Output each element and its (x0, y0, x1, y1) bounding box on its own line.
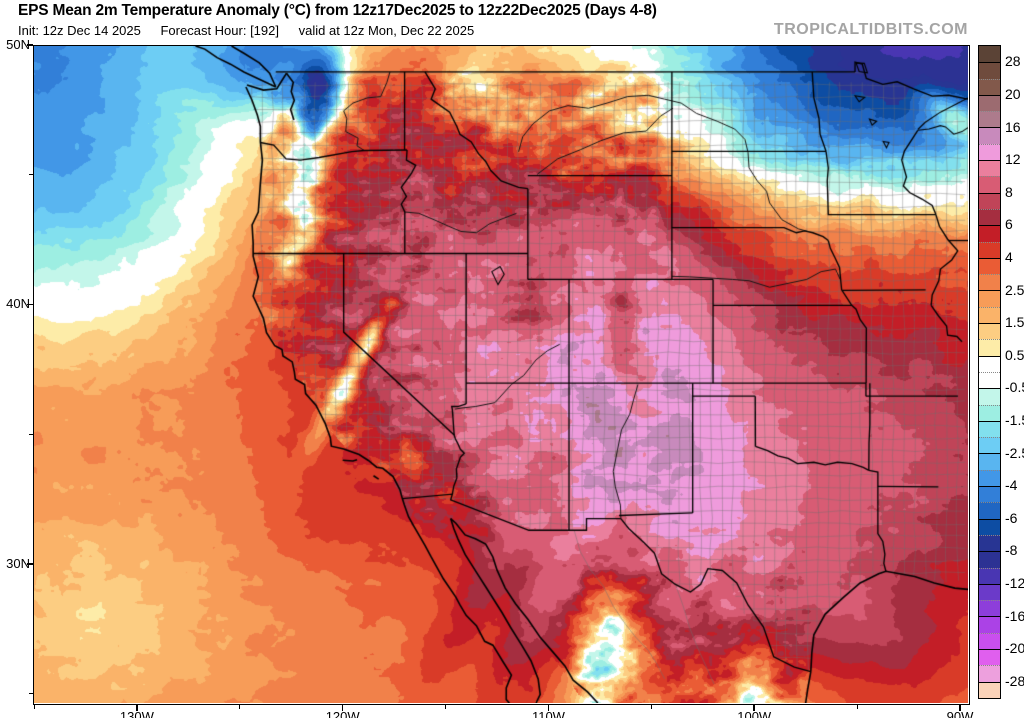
colorbar-cell (979, 420, 1000, 438)
lon-tick-label: 110W (531, 709, 565, 718)
colorbar-cell (979, 46, 1000, 63)
lat-minor-tick (29, 433, 33, 435)
map-frame (33, 45, 970, 705)
colorbar-tick-label: 1.5 (1005, 314, 1024, 331)
forecast-hour-label: Forecast Hour: [192] (160, 23, 279, 38)
lon-tick-mark (959, 705, 961, 711)
colorbar-tick-label: -1.5 (1005, 411, 1024, 428)
lon-tick-mark (753, 705, 755, 711)
subtitle-row: Init: 12z Dec 14 2025 Forecast Hour: [19… (18, 23, 490, 38)
lon-tick-label: 130W (119, 709, 154, 718)
colorbar-cell (979, 437, 1000, 454)
colorbar-tick-label: 20 (1005, 85, 1021, 102)
lon-tick-mark (547, 705, 550, 711)
colorbar-tick-label: -20 (1005, 640, 1024, 657)
colorbar-tick-label: -12 (1005, 574, 1024, 591)
lat-tick-mark (27, 44, 33, 46)
colorbar-cell (979, 192, 1000, 209)
colorbar-tick-label: 6 (1005, 216, 1013, 233)
lat-tick-label: 40N (6, 296, 30, 312)
colorbar (978, 45, 1001, 699)
lat-tick-label: 30N (6, 555, 30, 571)
colorbar-cell (979, 176, 1000, 193)
colorbar-cell (979, 551, 1000, 568)
colorbar-cell (979, 486, 1000, 503)
colorbar-cell (979, 62, 1000, 79)
colorbar-tick-label: 28 (1005, 53, 1021, 70)
lat-minor-tick (29, 692, 33, 694)
colorbar-tick-label: 2.5 (1005, 281, 1024, 298)
colorbar-cell (979, 241, 1000, 258)
colorbar-tick-label: -28 (1005, 672, 1024, 689)
chart-title: EPS Mean 2m Temperature Anomaly (°C) fro… (18, 2, 657, 19)
colorbar-cell (979, 648, 1000, 666)
colorbar-tick-label: -4 (1005, 477, 1018, 494)
colorbar-tick-label: 16 (1005, 118, 1021, 135)
colorbar-cell (979, 257, 1000, 275)
colorbar-cell (979, 208, 1000, 226)
lon-minor-tick (33, 705, 35, 709)
lat-minor-tick (29, 174, 33, 176)
colorbar-tick-label: -2.5 (1005, 444, 1024, 461)
colorbar-cell (979, 502, 1000, 519)
colorbar-tick-label: 0.5 (1005, 346, 1024, 363)
colorbar-cell (979, 127, 1000, 144)
colorbar-cell (979, 78, 1000, 95)
lon-tick-label: 100W (737, 709, 772, 718)
lon-tick-mark (136, 705, 138, 711)
colorbar-cell (979, 534, 1000, 552)
colorbar-cell (979, 600, 1000, 617)
lat-tick-mark (27, 563, 33, 565)
init-time-label: Init: 12z Dec 14 2025 (18, 23, 141, 38)
lon-minor-tick (239, 705, 241, 709)
colorbar-cell (979, 404, 1000, 421)
colorbar-cell (979, 567, 1000, 584)
valid-time-label: valid at 12z Mon, Dec 22 2025 (298, 23, 475, 38)
lat-tick-mark (27, 303, 33, 306)
colorbar-cell (979, 616, 1000, 633)
colorbar-cell (979, 143, 1000, 161)
colorbar-cell (979, 355, 1000, 372)
lon-minor-tick (856, 705, 858, 709)
colorbar-cell (979, 225, 1000, 242)
colorbar-cell (979, 665, 1000, 682)
colorbar-cell (979, 583, 1000, 601)
colorbar-tick-label: -6 (1005, 509, 1018, 526)
lon-minor-tick (445, 705, 447, 709)
colorbar-cell (979, 453, 1000, 470)
colorbar-cell (979, 94, 1000, 112)
watermark-tropicaltidbits: TROPICALTIDBITS.COM (773, 21, 968, 38)
colorbar-cell (979, 518, 1000, 535)
colorbar-cell (979, 681, 1000, 698)
colorbar-tick-label: -16 (1005, 607, 1024, 624)
lon-tick-label: 120W (325, 709, 360, 718)
colorbar-cell (979, 339, 1000, 356)
lon-minor-tick (650, 705, 652, 709)
colorbar-tick-label: -0.5 (1005, 379, 1024, 396)
lon-tick-mark (341, 705, 344, 711)
colorbar-cell (979, 371, 1000, 389)
colorbar-tick-label: 12 (1005, 151, 1021, 168)
colorbar-tick-label: 4 (1005, 248, 1013, 265)
temperature-anomaly-map-canvas (34, 46, 968, 703)
colorbar-cell (979, 388, 1000, 405)
colorbar-cell (979, 290, 1000, 307)
colorbar-cell (979, 632, 1000, 649)
colorbar-cell (979, 111, 1000, 128)
colorbar-cell (979, 160, 1000, 177)
colorbar-cell (979, 274, 1000, 291)
lon-tick-label: 90W (946, 709, 974, 718)
colorbar-cell (979, 469, 1000, 487)
colorbar-cell (979, 306, 1000, 324)
colorbar-tick-label: -8 (1005, 542, 1018, 559)
colorbar-cell (979, 323, 1000, 340)
lat-tick-label: 50N (6, 37, 30, 52)
colorbar-tick-label: 8 (1005, 183, 1013, 200)
